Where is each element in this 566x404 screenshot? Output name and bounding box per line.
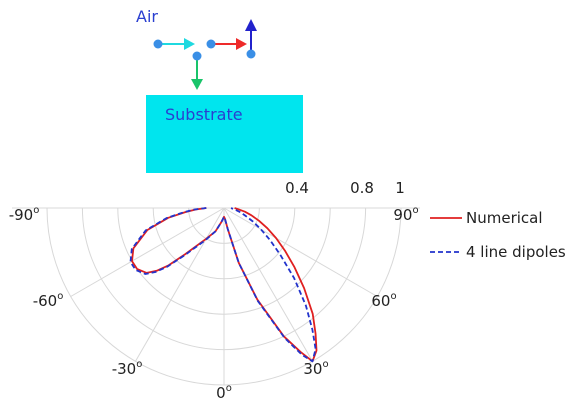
- radial-tick-label: 0.4: [285, 179, 309, 197]
- dipole-dot: [153, 39, 163, 49]
- schematic-diagram: Substrate Air: [136, 7, 303, 173]
- substrate-box: [146, 95, 303, 173]
- green-arrow-head: [191, 79, 203, 90]
- angle-tick-label: 0o: [216, 383, 232, 402]
- dipole-dot: [206, 39, 216, 49]
- angle-tick-label: -60o: [33, 291, 64, 310]
- legend-label: Numerical: [466, 209, 543, 227]
- blue-arrow-head: [245, 19, 257, 31]
- series-line-4-line-dipoles: [129, 207, 317, 363]
- angle-tick-labels: -90o -60o -30o 0o 30o 60o 90o: [9, 205, 419, 402]
- dipole-dot: [246, 49, 256, 59]
- polar-grid: [12, 207, 420, 386]
- angle-tick-label: 90o: [393, 205, 418, 224]
- legend-label: 4 line dipoles: [466, 243, 566, 261]
- degree-symbol: o: [57, 291, 63, 302]
- degree-symbol: o: [390, 291, 396, 302]
- pattern-curves: [129, 207, 318, 363]
- degree-symbol: o: [322, 359, 328, 370]
- substrate-label: Substrate: [165, 105, 243, 124]
- angle-spoke: [135, 207, 225, 362]
- radial-tick-label: 1: [395, 179, 405, 197]
- angle-spoke: [223, 207, 378, 297]
- radial-tick-label: 0.8: [350, 179, 374, 197]
- degree-symbol: o: [226, 383, 232, 394]
- angle-spoke: [223, 207, 313, 362]
- red-arrow-head: [236, 38, 247, 50]
- legend: Numerical 4 line dipoles: [430, 209, 566, 261]
- angle-tick-label: 30o: [303, 359, 328, 378]
- angle-tick-label: -90o: [9, 205, 40, 224]
- degree-symbol: o: [33, 205, 39, 216]
- angle-spoke: [70, 207, 225, 297]
- degree-symbol: o: [412, 205, 418, 216]
- radial-tick-labels: 0.4 0.8 1: [285, 179, 405, 197]
- dipole-dot: [192, 51, 202, 61]
- angle-tick-label: 60o: [371, 291, 396, 310]
- angle-tick-label: -30o: [112, 359, 143, 378]
- air-label: Air: [136, 7, 158, 26]
- degree-symbol: o: [136, 359, 142, 370]
- cyan-arrow-head: [184, 38, 195, 50]
